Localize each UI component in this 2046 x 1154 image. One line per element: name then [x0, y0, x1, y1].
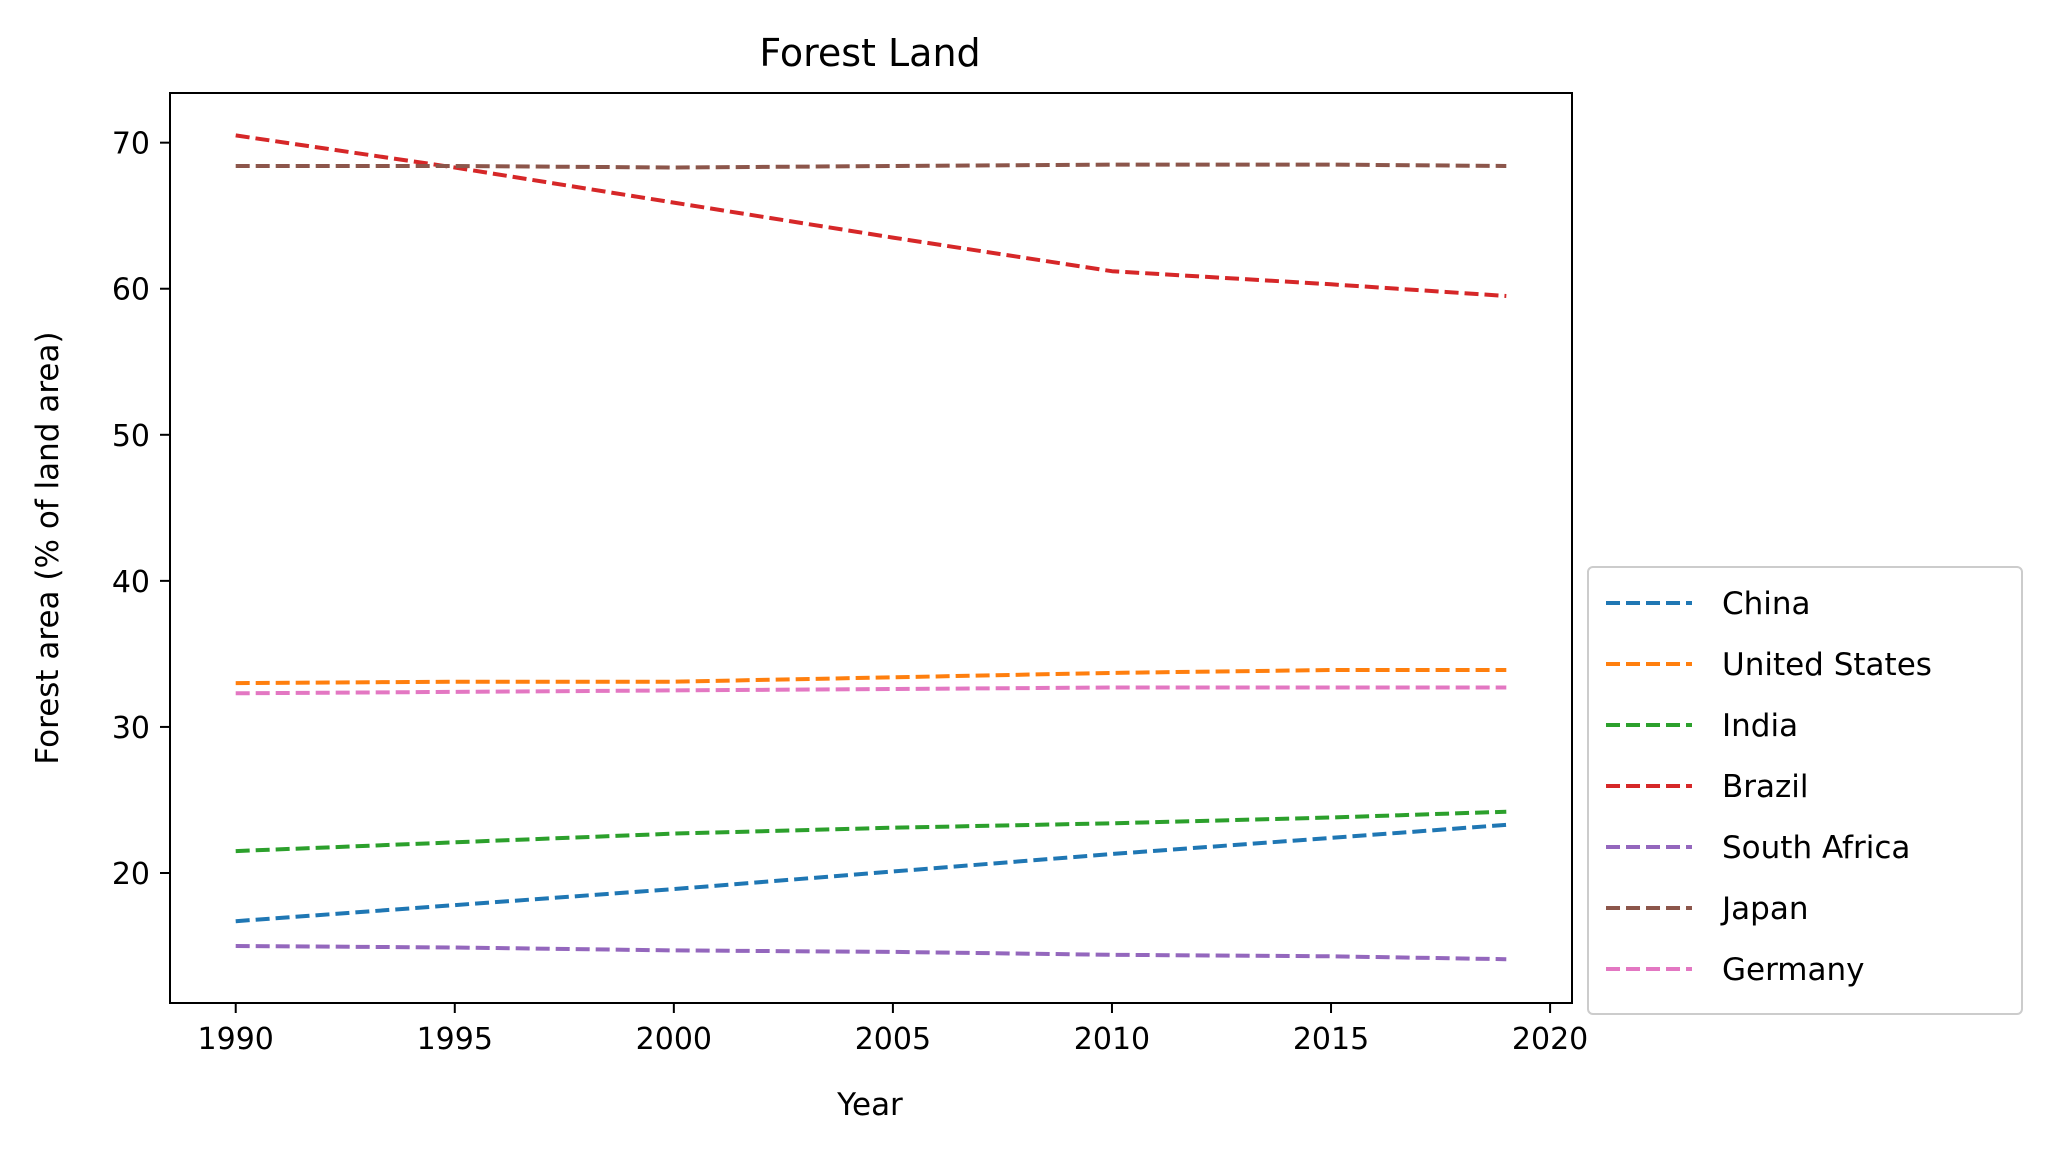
series-line-japan — [235, 162, 1507, 170]
legend-label: Germany — [1722, 952, 1864, 988]
y-tick-label: 50 — [112, 419, 150, 454]
legend-label: United States — [1722, 647, 1932, 683]
y-tick-label: 40 — [112, 565, 150, 600]
series-line-india — [235, 809, 1507, 854]
y-axis-label: Forest area (% of land area) — [30, 331, 66, 764]
x-tick-label: 2010 — [1074, 1022, 1150, 1057]
x-tick-label: 2005 — [855, 1022, 931, 1057]
plot-frame — [169, 92, 1573, 1004]
series-line-china — [235, 822, 1507, 924]
x-axis: 1990 1995 2000 2005 2010 2015 2020 — [198, 1003, 1588, 1057]
legend: China United States India Brazil South Afric… — [1587, 566, 2023, 1015]
y-tick-label: 60 — [112, 273, 150, 308]
legend-label: Japan — [1720, 891, 1808, 927]
series-line-united-states — [235, 668, 1507, 686]
legend-label: China — [1722, 586, 1811, 622]
y-tick-label: 30 — [112, 711, 150, 746]
y-axis: 20 30 40 50 60 70 — [112, 127, 170, 892]
x-tick-label: 2020 — [1512, 1022, 1588, 1057]
chart-title: Forest Land — [759, 31, 980, 75]
x-tick-label: 2015 — [1293, 1022, 1369, 1057]
y-tick-label: 70 — [112, 127, 150, 162]
legend-label: Brazil — [1722, 769, 1809, 805]
plot-lines — [235, 133, 1507, 962]
legend-box — [1587, 566, 2023, 1015]
x-tick-label: 1995 — [417, 1022, 493, 1057]
x-tick-label: 1990 — [198, 1022, 274, 1057]
series-line-germany — [235, 685, 1507, 696]
x-axis-label: Year — [836, 1087, 903, 1123]
series-line-south-africa — [235, 944, 1507, 962]
legend-label: India — [1722, 708, 1798, 744]
series-line-brazil — [235, 133, 1507, 298]
y-tick-label: 20 — [112, 857, 150, 892]
x-tick-label: 2000 — [636, 1022, 712, 1057]
legend-label: South Africa — [1722, 830, 1910, 866]
